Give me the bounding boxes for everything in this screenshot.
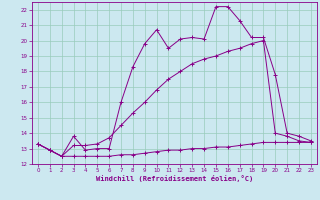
X-axis label: Windchill (Refroidissement éolien,°C): Windchill (Refroidissement éolien,°C) — [96, 175, 253, 182]
